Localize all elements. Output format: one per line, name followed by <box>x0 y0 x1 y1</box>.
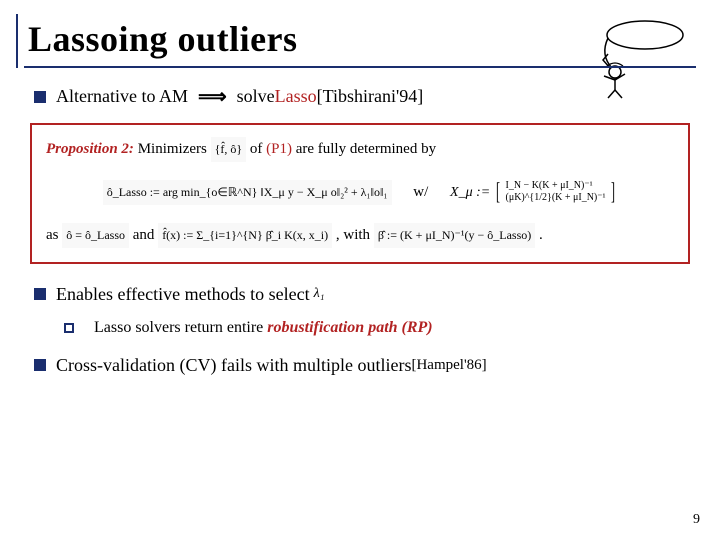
bullet-enables: Enables effective methods to select λ₁ <box>34 284 696 305</box>
prop-line3: as ô = ô_Lasso and f̂(x) := Σ_{i=1}^{N} … <box>46 221 674 250</box>
proposition-box: Proposition 2: Minimizers {f̂, ô} of (P1… <box>30 123 690 264</box>
math-argmin: ô_Lasso := arg min_{o∈ℝ^N} ‖X_μ y − X_μ … <box>103 180 392 205</box>
lambda1: λ₁ <box>314 286 325 302</box>
bullet-cv-fails: Cross-validation (CV) fails with multipl… <box>34 355 696 376</box>
slide-root: Lassoing outliers Alternative to AM ⟹ so… <box>0 0 720 540</box>
prop-dot: . <box>539 227 543 243</box>
math-matrix: I_N − K(K + μI_N)⁻¹ (μK)^{1/2}(K + μI_N)… <box>506 180 606 204</box>
prop-of: of <box>250 141 266 157</box>
prop-as: as <box>46 227 62 243</box>
sub2-pre: Lasso solvers return entire <box>94 319 263 337</box>
matrix-row1: I_N − K(K + μI_N)⁻¹ <box>506 180 593 191</box>
prop-lead: Minimizers <box>138 141 211 157</box>
lasso-text: Lasso <box>275 86 317 107</box>
prop-with: , with <box>336 227 374 243</box>
prop-label: Proposition 2: <box>46 141 134 157</box>
slide-title: Lassoing outliers <box>24 18 696 60</box>
square-bullet-icon <box>34 91 46 103</box>
bullet1-pre: Alternative to AM <box>56 86 188 107</box>
prop-w-slash: w/ <box>413 184 428 200</box>
prop-and: and <box>133 227 158 243</box>
implies-arrow-icon: ⟹ <box>198 84 227 109</box>
math-oeq: ô = ô_Lasso <box>62 223 129 248</box>
sub-bullet-rp: Lasso solvers return entire robustificat… <box>64 319 696 337</box>
open-square-bullet-icon <box>64 323 74 333</box>
square-bullet-icon <box>34 359 46 371</box>
matrix-row2: (μK)^{1/2}(K + μI_N)⁻¹ <box>506 192 606 203</box>
bullet3-pre: Cross-validation (CV) fails with multipl… <box>56 355 411 376</box>
prop-p1: (P1) <box>266 141 292 157</box>
sub2-rp: robustification path (RP) <box>267 319 432 337</box>
page-number: 9 <box>693 512 700 528</box>
title-wrap: Lassoing outliers <box>24 18 696 68</box>
math-minset: {f̂, ô} <box>211 137 247 162</box>
bullet1-post: [Tibshirani'94] <box>317 86 424 107</box>
bullet2-text: Enables effective methods to select <box>56 284 310 305</box>
bullet1-mid: solve <box>237 86 275 107</box>
bracket-left-icon: [ <box>496 170 500 216</box>
square-bullet-icon <box>34 288 46 300</box>
math-xmu-lead: X_μ := <box>450 185 494 200</box>
prop-line2: ô_Lasso := arg min_{o∈ℝ^N} ‖X_μ y − X_μ … <box>46 170 674 216</box>
bracket-right-icon: ] <box>611 170 615 216</box>
prop-line1: Proposition 2: Minimizers {f̂, ô} of (P1… <box>46 135 674 164</box>
math-beta: β̂ := (K + μI_N)⁻¹(y − ô_Lasso) <box>374 223 535 248</box>
bullet3-ref: [Hampel'86] <box>411 357 486 374</box>
math-fhat: f̂(x) := Σ_{i=1}^{N} β̂_i K(x, x_i) <box>158 223 332 248</box>
prop-tail: are fully determined by <box>296 141 436 157</box>
